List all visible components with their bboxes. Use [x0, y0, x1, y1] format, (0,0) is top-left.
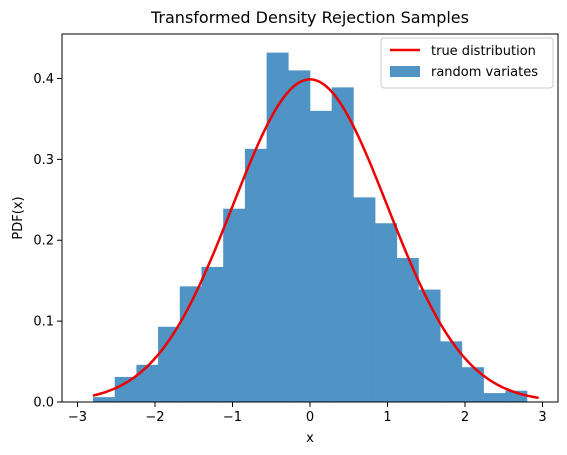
- histogram-bar: [244, 148, 267, 402]
- histogram-bar: [201, 266, 224, 402]
- y-tick-label: 0.0: [33, 396, 54, 411]
- x-axis-ticks: −3 −2 −1 0 1 2 3: [68, 402, 547, 425]
- legend-box: [380, 37, 554, 89]
- histogram-bar: [396, 258, 419, 402]
- x-tick-label: 2: [461, 410, 469, 425]
- histogram-bar: [440, 341, 463, 402]
- true-distribution-line: [92, 78, 539, 400]
- x-tick-label: −3: [68, 410, 87, 425]
- x-tick-label: 1: [383, 410, 391, 425]
- histogram-bar: [505, 390, 528, 402]
- x-axis-label: x: [306, 431, 314, 446]
- y-tick-label: 0.3: [33, 153, 54, 168]
- x-tick-label: 0: [306, 410, 314, 425]
- histogram-bar: [483, 393, 506, 402]
- true-distribution-curve: [92, 78, 539, 400]
- histogram-bar: [461, 367, 484, 402]
- histogram-bar: [93, 397, 115, 402]
- y-axis-ticks: 0.0 0.1 0.2 0.3 0.4: [33, 72, 62, 411]
- histogram-bar: [158, 326, 181, 402]
- histogram-bar: [331, 87, 354, 402]
- histogram-bar: [310, 110, 332, 402]
- histogram-bar: [353, 197, 376, 402]
- legend-random-variates-label: random variates: [431, 65, 538, 80]
- y-tick-label: 0.1: [33, 315, 54, 330]
- x-tick-label: −2: [145, 410, 164, 425]
- y-tick-label: 0.4: [33, 72, 54, 87]
- histogram-bar: [136, 364, 159, 402]
- histogram-bar: [223, 208, 246, 402]
- histogram-bars: [93, 52, 528, 403]
- legend: true distribution random variates: [380, 37, 554, 89]
- y-tick-label: 0.2: [33, 234, 54, 249]
- y-axis-label: PDF(x): [11, 196, 26, 239]
- histogram-bar: [266, 52, 289, 402]
- histogram-bar: [288, 70, 311, 403]
- histogram-bar: [114, 376, 137, 402]
- histogram-bar: [375, 223, 398, 402]
- histogram-bar: [418, 289, 441, 402]
- x-tick-label: −1: [223, 410, 242, 425]
- chart-title: Transformed Density Rejection Samples: [150, 8, 469, 27]
- x-tick-label: 3: [538, 410, 546, 425]
- legend-true-distribution-label: true distribution: [431, 44, 536, 59]
- legend-random-variates-swatch: [390, 66, 420, 77]
